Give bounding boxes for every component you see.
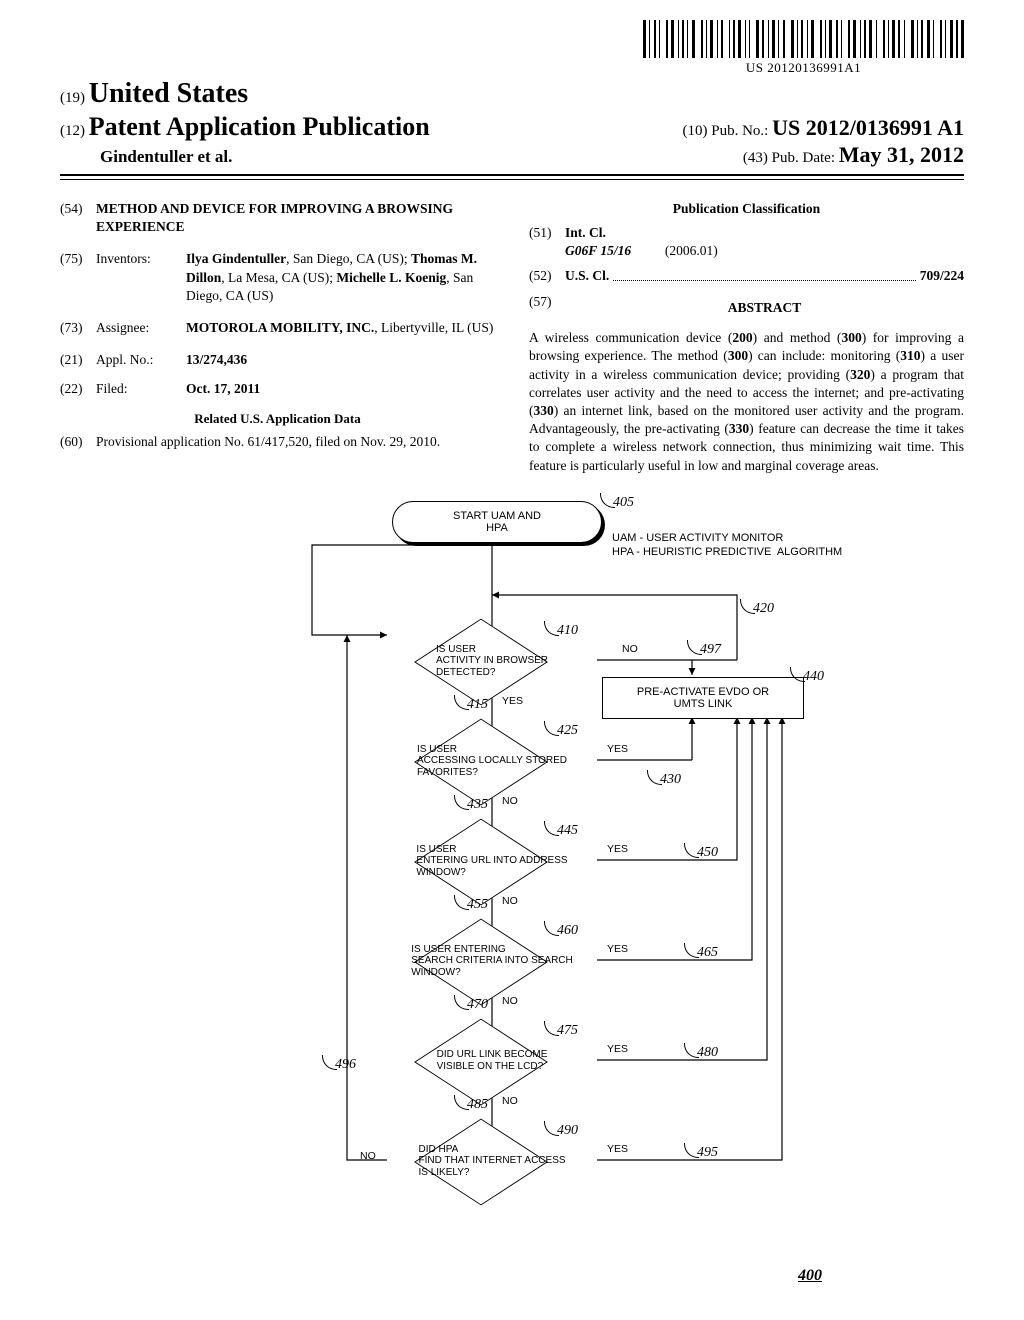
assignee-label: Assignee: bbox=[96, 319, 186, 337]
applno-value: 13/274,436 bbox=[186, 352, 247, 367]
ref-435: 435 bbox=[454, 795, 488, 813]
filed-value: Oct. 17, 2011 bbox=[186, 381, 260, 396]
ref-475: 475 bbox=[544, 1021, 578, 1039]
header-country-line: (19) United States bbox=[60, 78, 964, 110]
ref-405: 405 bbox=[600, 493, 634, 511]
code-21: (21) bbox=[60, 351, 96, 369]
ref-430: 430 bbox=[647, 770, 681, 788]
flow-legend: UAM - USER ACTIVITY MONITOR HPA - HEURIS… bbox=[612, 531, 842, 560]
header-rule bbox=[60, 174, 964, 180]
dot-leader bbox=[613, 267, 915, 281]
ref-496: 496 bbox=[322, 1055, 356, 1073]
code-73: (73) bbox=[60, 319, 96, 337]
abstract-text: A wireless communication device (200) an… bbox=[529, 329, 964, 475]
pubdate-label: Pub. Date: bbox=[772, 150, 835, 166]
ref-470: 470 bbox=[454, 995, 488, 1013]
header-pub-line: (12) Patent Application Publication (10)… bbox=[60, 112, 964, 142]
lbl-yes-415: YES bbox=[502, 695, 523, 707]
ref-445: 445 bbox=[544, 821, 578, 839]
code-19: (19) bbox=[60, 90, 85, 106]
header-author-line: Gindentuller et al. (43) Pub. Date: May … bbox=[60, 142, 964, 168]
code-51: (51) bbox=[529, 224, 565, 260]
code-54: (54) bbox=[60, 200, 96, 236]
ref-415: 415 bbox=[454, 695, 488, 713]
lbl-yes-495: YES bbox=[607, 1143, 628, 1155]
intcl-label: Int. Cl. bbox=[565, 225, 606, 240]
applno-label: Appl. No.: bbox=[96, 351, 186, 369]
country-name: United States bbox=[89, 78, 248, 109]
lbl-no-455: NO bbox=[502, 895, 518, 907]
flow-start-node: START UAM AND HPA bbox=[392, 501, 602, 543]
ref-460: 460 bbox=[544, 921, 578, 939]
provisional-text: Provisional application No. 61/417,520, … bbox=[96, 433, 495, 451]
lbl-no-485: NO bbox=[502, 1095, 518, 1107]
ref-450: 450 bbox=[684, 843, 718, 861]
lbl-no-470: NO bbox=[502, 995, 518, 1007]
pubdate-value: May 31, 2012 bbox=[839, 142, 964, 167]
uscl-label: U.S. Cl. bbox=[565, 267, 609, 285]
ref-440: 440 bbox=[790, 667, 824, 685]
right-column: Publication Classification (51) Int. Cl.… bbox=[529, 194, 964, 475]
code-52: (52) bbox=[529, 267, 565, 285]
code-10: (10) bbox=[682, 123, 707, 139]
ref-480: 480 bbox=[684, 1043, 718, 1061]
ref-465: 465 bbox=[684, 943, 718, 961]
ref-495: 495 bbox=[684, 1143, 718, 1161]
ref-425: 425 bbox=[544, 721, 578, 739]
lbl-yes-480: YES bbox=[607, 1043, 628, 1055]
pubno-label: Pub. No.: bbox=[711, 123, 768, 139]
inventors-value: Ilya Gindentuller, San Diego, CA (US); T… bbox=[186, 250, 495, 305]
ref-420: 420 bbox=[740, 599, 774, 617]
barcode-graphic bbox=[643, 20, 964, 58]
lbl-no-435: NO bbox=[502, 795, 518, 807]
abstract-heading: ABSTRACT bbox=[565, 299, 964, 317]
uscl-value: 709/224 bbox=[920, 267, 964, 285]
barcode-block: US 20120136991A1 bbox=[643, 20, 964, 76]
intcl-code: G06F 15/16 bbox=[565, 243, 631, 258]
author-surname: Gindentuller et al. bbox=[100, 147, 232, 167]
biblio-columns: (54) METHOD AND DEVICE FOR IMPROVING A B… bbox=[60, 194, 964, 475]
code-12: (12) bbox=[60, 123, 85, 139]
pub-type: Patent Application Publication bbox=[89, 112, 430, 141]
pubno-value: US 2012/0136991 A1 bbox=[772, 115, 964, 140]
left-column: (54) METHOD AND DEVICE FOR IMPROVING A B… bbox=[60, 194, 495, 475]
patent-page: US 20120136991A1 (19) United States (12)… bbox=[0, 0, 1024, 1320]
code-22: (22) bbox=[60, 380, 96, 398]
lbl-no-410: NO bbox=[622, 643, 638, 655]
invention-title: METHOD AND DEVICE FOR IMPROVING A BROWSI… bbox=[96, 200, 495, 236]
lbl-no-496: NO bbox=[360, 1150, 376, 1162]
lbl-yes-430: YES bbox=[607, 743, 628, 755]
intcl-date: (2006.01) bbox=[665, 243, 718, 258]
barcode-number: US 20120136991A1 bbox=[643, 60, 964, 76]
ref-490: 490 bbox=[544, 1121, 578, 1139]
related-heading: Related U.S. Application Data bbox=[60, 410, 495, 428]
flowchart: START UAM AND HPA UAM - USER ACTIVITY MO… bbox=[192, 495, 832, 1285]
code-75: (75) bbox=[60, 250, 96, 305]
inventors-label: Inventors: bbox=[96, 250, 186, 305]
classification-heading: Publication Classification bbox=[529, 200, 964, 218]
ref-410: 410 bbox=[544, 621, 578, 639]
assignee-value: MOTOROLA MOBILITY, INC., Libertyville, I… bbox=[186, 319, 495, 337]
code-60: (60) bbox=[60, 433, 96, 451]
flow-action-preactivate: PRE-ACTIVATE EVDO OR UMTS LINK bbox=[602, 677, 804, 719]
code-57: (57) bbox=[529, 293, 565, 323]
ref-485: 485 bbox=[454, 1095, 488, 1113]
lbl-yes-450: YES bbox=[607, 843, 628, 855]
filed-label: Filed: bbox=[96, 380, 186, 398]
figure-number: 400 bbox=[798, 1267, 822, 1285]
code-43: (43) bbox=[743, 150, 768, 166]
lbl-yes-465: YES bbox=[607, 943, 628, 955]
ref-497: 497 bbox=[687, 640, 721, 658]
ref-455: 455 bbox=[454, 895, 488, 913]
